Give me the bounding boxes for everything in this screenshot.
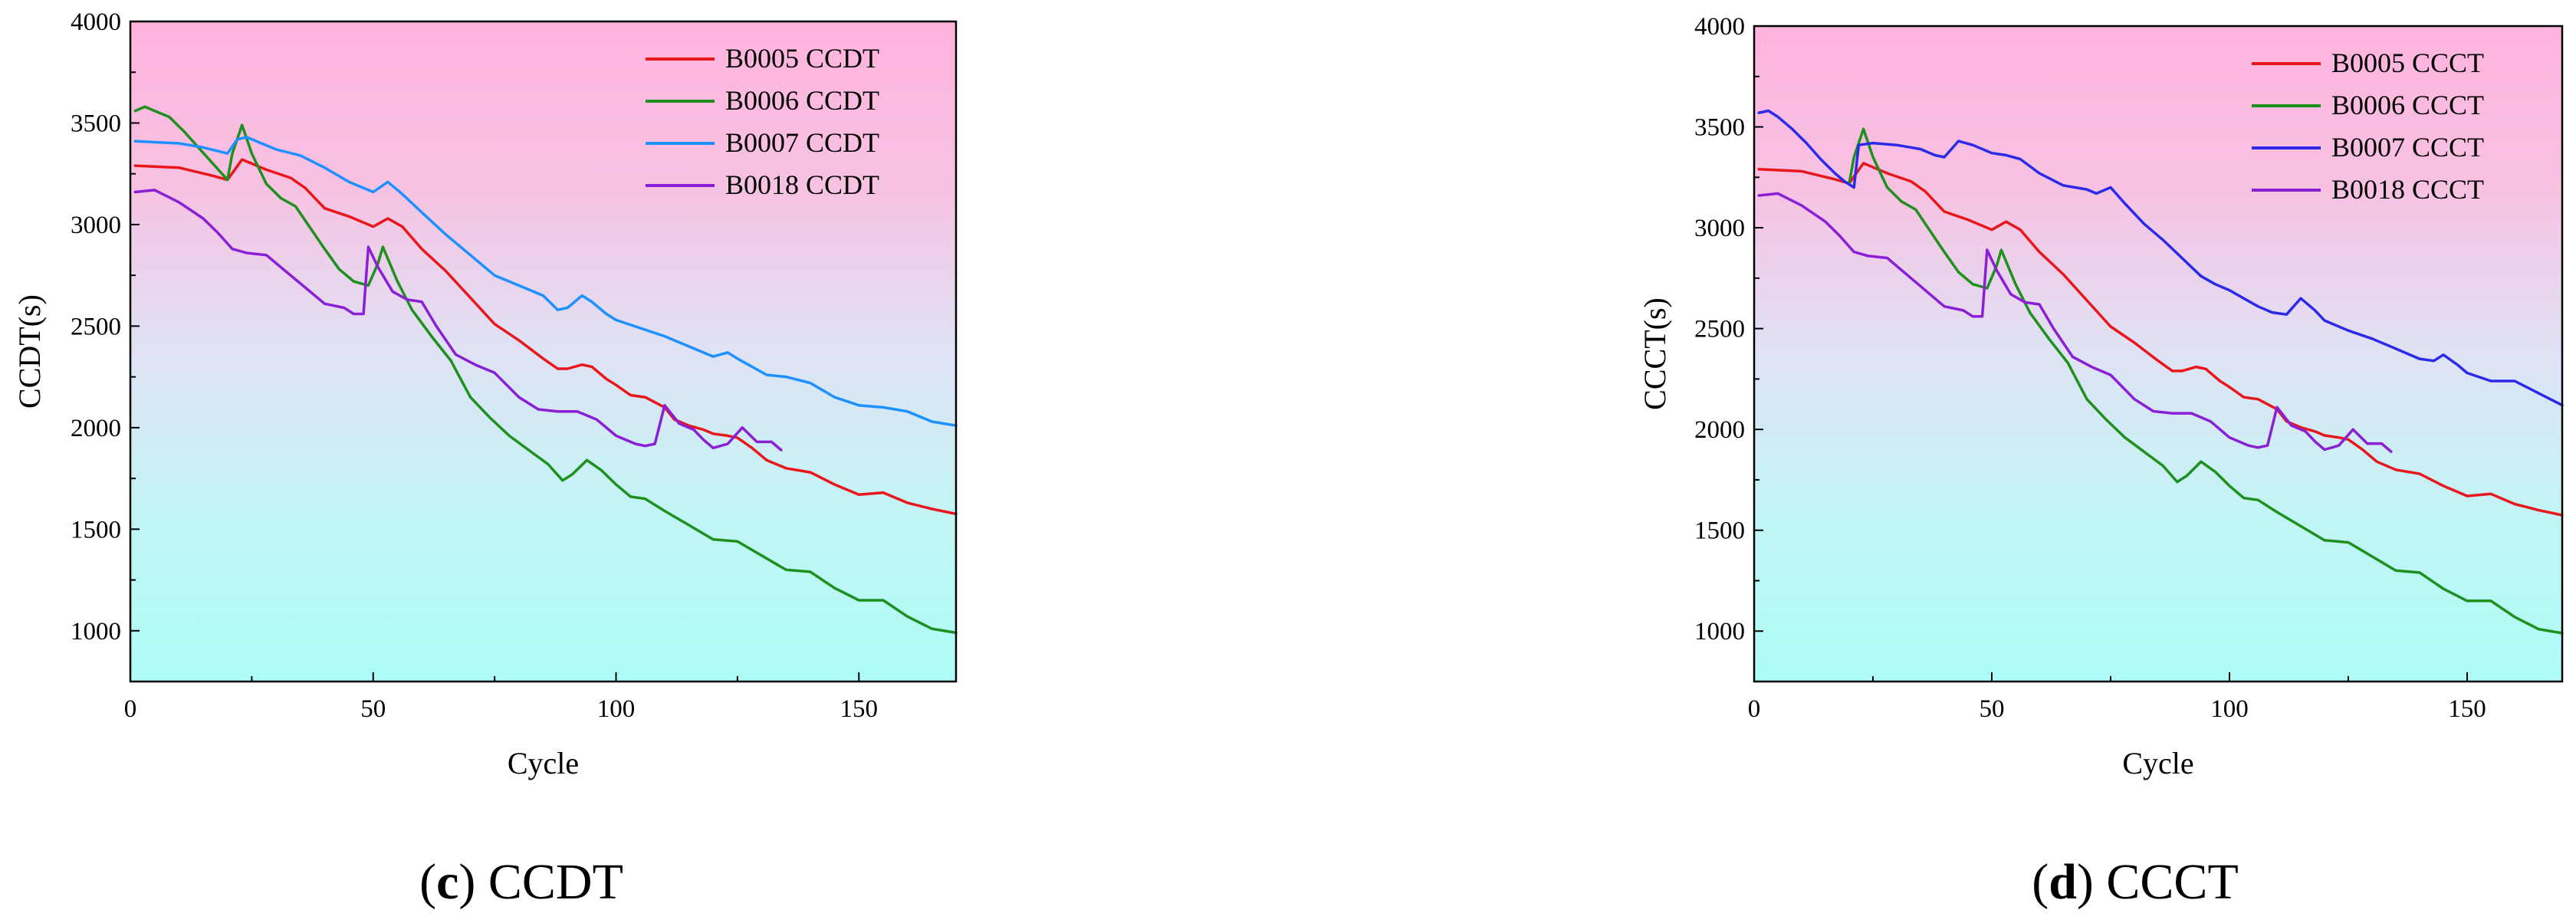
x-axis-title: Cycle — [2122, 746, 2193, 780]
series-line-b0018 — [133, 189, 783, 452]
x-tick-label: 0 — [124, 695, 137, 723]
y-tick-label: 4000 — [1694, 13, 1745, 41]
legend-label: B0005 CCDT — [725, 43, 879, 74]
legend-label: B0005 CCCT — [2331, 48, 2484, 78]
legend-label: B0018 CCDT — [725, 169, 879, 200]
series-line-b0005 — [133, 158, 958, 516]
x-tick-label: 150 — [840, 695, 879, 723]
plot-frame — [129, 20, 958, 683]
x-tick-label: 50 — [360, 695, 386, 723]
x-axis-title: Cycle — [508, 746, 579, 780]
series-line-b0018 — [1757, 192, 2393, 453]
legend-label: B0007 CCCT — [2331, 132, 2484, 163]
legend-label: B0006 CCCT — [2331, 90, 2484, 120]
y-tick-label: 1000 — [1694, 618, 1745, 645]
x-tick-label: 0 — [1748, 695, 1761, 723]
caption-text: CCDT — [488, 854, 623, 910]
x-tick-label: 50 — [1980, 695, 2005, 723]
caption-letter: d — [2049, 854, 2077, 910]
figure-caption: (c) CCDT — [419, 854, 623, 910]
chart-panel-ccdt: 1000 1500 2000 2500 3000 3500 4000 0 50 100 150 B00… — [12, 8, 958, 910]
y-tick-label: 3000 — [71, 212, 121, 239]
chart-panel-ccct: 1000 1500 2000 2500 3000 3500 4000 0 50 100 150 B00… — [1638, 13, 2564, 910]
plot-area — [130, 21, 956, 682]
x-tick-label: 150 — [2448, 695, 2486, 723]
series-line-b0005 — [1757, 162, 2564, 517]
figure-caption: (d) CCCT — [2032, 854, 2239, 910]
caption-letter: c — [436, 854, 458, 910]
y-tick-label: 2000 — [71, 415, 121, 442]
plot-area — [1754, 26, 2562, 682]
plot-frame — [1753, 25, 2564, 683]
series-line-b0006 — [133, 105, 958, 635]
y-tick-label: 3500 — [1694, 114, 1745, 142]
y-tick-label: 3000 — [1694, 215, 1745, 242]
y-tick-label: 1500 — [71, 516, 121, 544]
y-tick-label: 2500 — [1694, 316, 1745, 343]
y-axis-title: CCDT(s) — [12, 294, 47, 409]
y-axis-title: CCCT(s) — [1638, 297, 1672, 410]
caption-text: CCCT — [2106, 854, 2238, 910]
y-tick-label: 1000 — [71, 618, 121, 645]
y-tick-label: 1500 — [1694, 517, 1745, 545]
y-tick-label: 3500 — [71, 110, 121, 137]
legend-label: B0006 CCDT — [725, 85, 879, 116]
y-tick-label: 4000 — [71, 8, 121, 36]
legend-label: B0007 CCDT — [725, 127, 879, 158]
x-tick-label: 100 — [597, 695, 636, 723]
series-line-b0007 — [133, 136, 958, 427]
y-tick-label: 2500 — [71, 313, 121, 340]
legend-label: B0018 CCCT — [2331, 174, 2484, 205]
y-tick-label: 2000 — [1694, 416, 1745, 444]
x-tick-label: 100 — [2210, 695, 2249, 723]
series-line-b0006 — [1848, 127, 2564, 635]
series-line-b0007 — [1757, 109, 2564, 407]
